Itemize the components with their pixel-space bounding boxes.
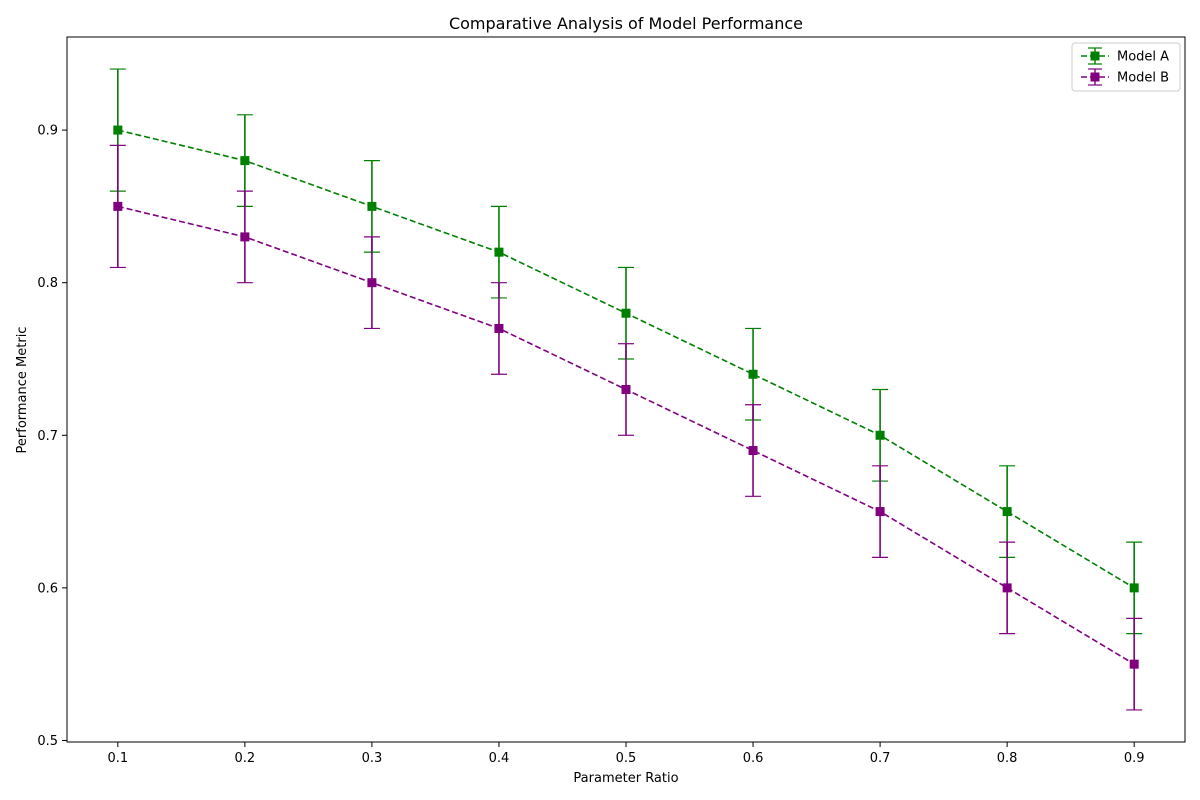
legend-marker [1090,51,1100,61]
legend-label: Model A [1117,50,1169,65]
data-point [494,323,504,333]
legend-label: Model B [1117,71,1169,86]
legend-marker [1090,72,1100,82]
x-tick-label: 0.4 [489,751,510,766]
data-point [748,446,758,456]
data-point [1002,507,1012,517]
x-tick-label: 0.8 [997,751,1018,766]
y-tick-label: 0.8 [37,276,58,291]
legend: Model A Model B [1071,42,1181,92]
data-point [875,430,885,440]
data-point [748,369,758,379]
x-tick-label: 0.5 [616,751,637,766]
data-point [240,156,250,166]
legend-item: Model A [1081,47,1169,65]
y-tick-label: 0.9 [37,124,58,139]
x-axis-label: Parameter Ratio [573,771,678,786]
data-point [1002,583,1012,593]
data-point [1129,583,1139,593]
y-tick-label: 0.6 [37,581,58,596]
y-tick-label: 0.7 [37,429,58,444]
data-point [621,385,631,394]
data-point [113,125,123,135]
x-tick-label: 0.3 [362,751,383,766]
data-point [621,308,631,318]
plot-area: 0.1 0.2 0.3 0.4 0.5 0.6 0.7 0.8 0.9 0.5 0.6 0.7 0.8 0… [37,36,1186,766]
series-model-b [109,144,1143,711]
x-tick-label: 0.2 [235,751,256,766]
legend-item: Model B [1081,68,1169,86]
x-tick-label: 0.6 [743,751,764,766]
data-point [367,201,377,211]
y-tick-label: 0.5 [37,734,58,749]
data-point [367,278,377,288]
x-tick-label: 0.1 [107,751,128,766]
data-point [875,507,885,517]
data-point [113,201,123,211]
x-tick-label: 0.7 [870,751,891,766]
y-axis-label: Performance Metric [15,327,30,454]
data-point [1129,659,1139,669]
chart-title: Comparative Analysis of Model Performanc… [449,14,803,33]
data-point [240,232,250,242]
x-tick-label: 0.9 [1124,751,1145,766]
data-point [494,247,504,257]
